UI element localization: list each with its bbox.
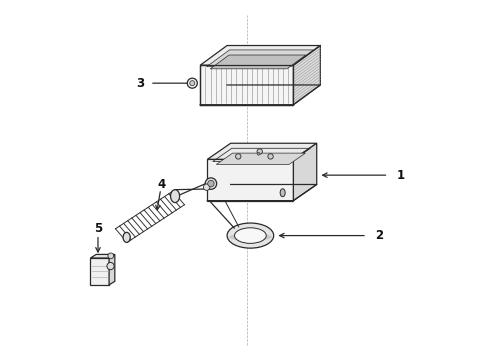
Ellipse shape <box>229 233 272 241</box>
Polygon shape <box>91 255 115 258</box>
Polygon shape <box>200 65 294 105</box>
Circle shape <box>187 78 197 88</box>
Circle shape <box>107 262 114 270</box>
Text: 5: 5 <box>94 222 102 235</box>
Circle shape <box>257 152 260 155</box>
Circle shape <box>268 154 273 159</box>
Circle shape <box>205 178 217 189</box>
Text: 4: 4 <box>157 178 166 191</box>
Polygon shape <box>216 153 305 165</box>
Circle shape <box>236 154 241 159</box>
Ellipse shape <box>280 189 285 197</box>
Polygon shape <box>294 143 317 201</box>
Circle shape <box>108 253 114 259</box>
Circle shape <box>203 184 210 190</box>
Ellipse shape <box>123 232 130 242</box>
Polygon shape <box>294 45 320 105</box>
Polygon shape <box>207 159 294 201</box>
Polygon shape <box>207 50 314 67</box>
Polygon shape <box>91 258 109 285</box>
Circle shape <box>190 81 195 86</box>
Circle shape <box>257 149 262 154</box>
Text: 3: 3 <box>136 77 145 90</box>
Circle shape <box>208 180 214 187</box>
Polygon shape <box>210 55 306 69</box>
Ellipse shape <box>227 223 274 248</box>
Polygon shape <box>200 45 320 65</box>
Text: 1: 1 <box>397 168 405 182</box>
Ellipse shape <box>171 190 180 203</box>
Polygon shape <box>207 143 317 159</box>
Polygon shape <box>109 255 115 285</box>
Ellipse shape <box>235 228 266 243</box>
Text: 2: 2 <box>375 229 384 242</box>
